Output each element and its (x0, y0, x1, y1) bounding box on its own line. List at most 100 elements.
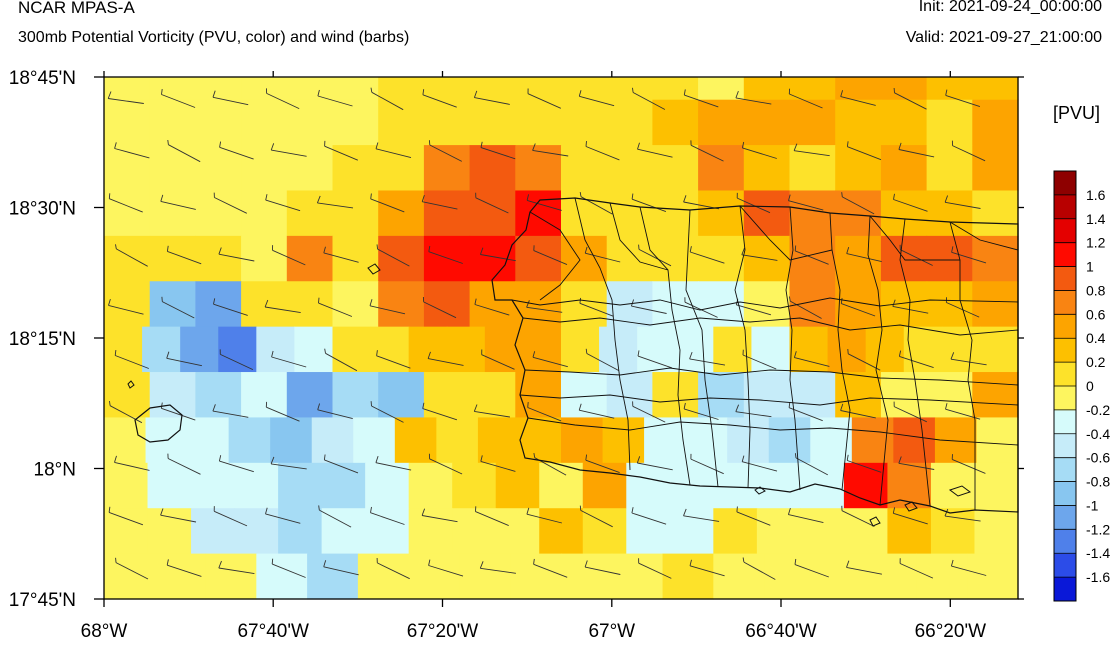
pv-cell (241, 190, 288, 237)
wind-barb (219, 141, 254, 160)
wind-barb (421, 194, 458, 210)
pv-cell (104, 190, 151, 237)
wind-barb (316, 195, 354, 209)
pv-cell (307, 553, 359, 600)
pv-cell (191, 462, 236, 509)
pv-cell (926, 235, 973, 282)
wind-barb (584, 246, 621, 263)
pv-cell (104, 235, 151, 282)
pv-cell (606, 145, 653, 192)
wind-barb (841, 505, 875, 527)
pv-cell (469, 235, 516, 282)
pv-cell (756, 462, 801, 509)
wind-barb (479, 247, 516, 262)
wind-barb (526, 507, 563, 524)
pv-cell (789, 235, 836, 282)
wind-barb (318, 297, 353, 317)
pv-cell (835, 235, 882, 282)
pv-cell (104, 281, 151, 328)
pv-cell (764, 553, 816, 600)
wind-barb (218, 247, 255, 262)
pv-cell (835, 77, 882, 101)
pv-cell (974, 462, 1019, 509)
wind-barb (689, 559, 725, 577)
pv-cell (423, 99, 471, 146)
wind-barb (846, 560, 882, 575)
pv-cell (104, 145, 151, 192)
wind-barb (893, 193, 928, 212)
pv-cell (365, 508, 410, 555)
wind-barb (579, 297, 614, 317)
wind-barb (317, 403, 353, 420)
pv-cell (195, 281, 242, 328)
pv-cell (606, 235, 653, 282)
pv-cell (469, 99, 516, 146)
pv-cell (800, 508, 845, 555)
pv-cell (561, 145, 608, 192)
wind-barb (585, 454, 620, 474)
pv-cell (652, 145, 699, 192)
colorbar-box (1054, 194, 1076, 220)
colorbar-box (1054, 338, 1076, 363)
colorbar-box (1054, 577, 1076, 602)
wind-barb (422, 89, 457, 108)
wind-barb (578, 90, 615, 107)
pv-cell (789, 99, 836, 146)
pv-cell (378, 190, 425, 237)
pv-cell (606, 190, 653, 237)
pv-cell (979, 326, 1019, 373)
pv-cell (332, 77, 379, 101)
pv-cell (195, 235, 242, 282)
pv-cell (378, 145, 425, 192)
pv-cell (669, 508, 714, 555)
pv-cell (652, 372, 699, 419)
pv-cell (332, 326, 372, 373)
wind-barb (370, 506, 405, 525)
wind-barb (898, 350, 934, 369)
pv-cell (743, 77, 791, 101)
wind-barb (474, 298, 510, 316)
pv-cell (789, 326, 829, 373)
wind-barb (109, 400, 143, 424)
pv-cell (539, 462, 584, 509)
wind-barb (638, 244, 672, 267)
wind-barb (788, 88, 823, 109)
pv-cell (515, 190, 562, 237)
pv-cell (104, 462, 149, 509)
wind-barb (846, 246, 882, 263)
pv-cell (477, 417, 521, 464)
pv-cell (930, 508, 976, 555)
wind-barb (951, 454, 986, 474)
wind-barb (787, 507, 824, 524)
pv-cell (865, 553, 918, 600)
pv-cell (332, 190, 379, 237)
pv-cell (446, 326, 486, 373)
colorbar-box (1054, 481, 1076, 506)
wind-barb (473, 404, 510, 418)
colorbar-label: -1.4 (1086, 545, 1110, 561)
colorbar-label: -0.4 (1086, 426, 1110, 442)
colorbar-label: -0.8 (1086, 474, 1110, 490)
pv-cell (561, 281, 608, 328)
wind-barb (794, 558, 829, 578)
pv-cell (149, 281, 196, 328)
wind-barb (317, 89, 353, 107)
wind-barb (950, 559, 987, 576)
wind-barb (219, 349, 254, 371)
wind-barb (840, 403, 876, 419)
wind-barb (108, 506, 144, 526)
pv-cell (195, 190, 242, 237)
colorbar-label: -1.6 (1086, 569, 1110, 585)
pv-cell (149, 190, 196, 237)
wind-barb (114, 350, 149, 369)
colorbar-label: 1.4 (1086, 211, 1106, 227)
pv-cell (626, 508, 671, 555)
colorbar-box (1054, 242, 1076, 267)
pv-cell (195, 77, 242, 101)
wind-barb (944, 195, 981, 209)
wind-barb (428, 140, 463, 162)
wind-barb (370, 401, 404, 423)
pv-cell (835, 145, 882, 192)
wind-barb (840, 297, 876, 317)
pv-cell (104, 553, 156, 600)
